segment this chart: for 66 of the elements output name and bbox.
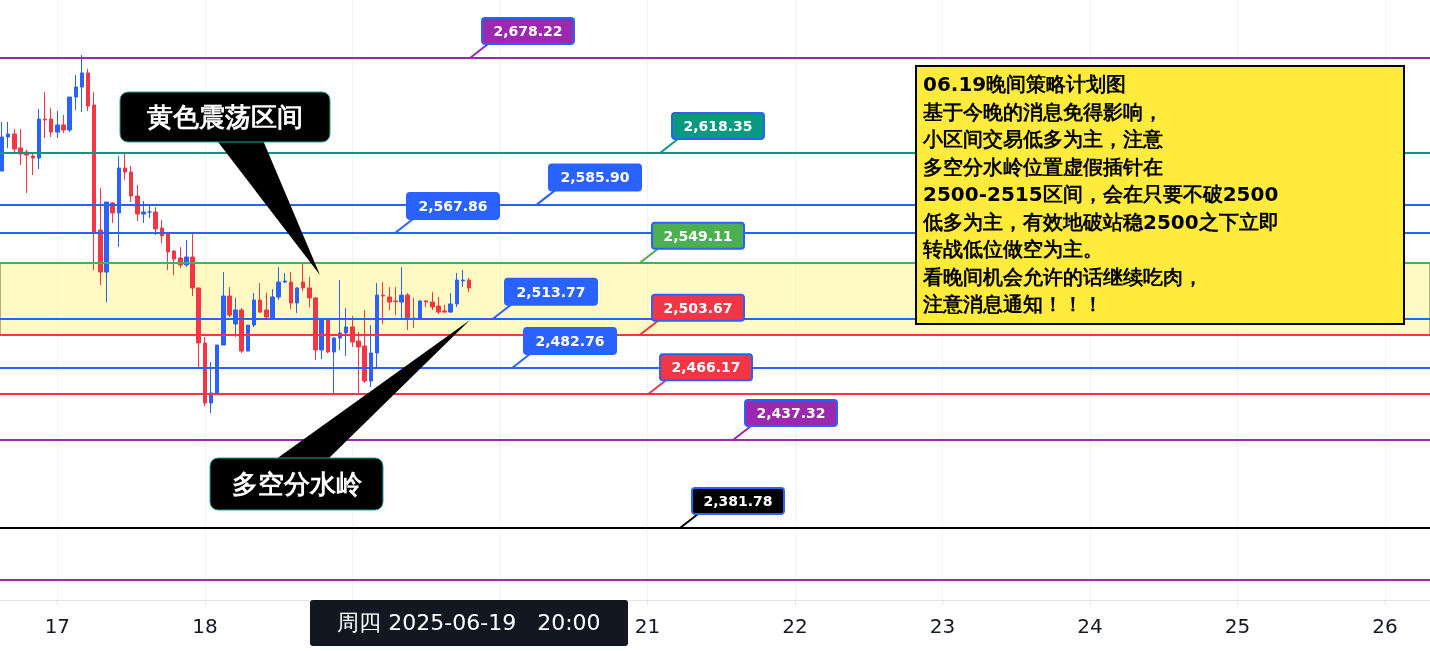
candlestick xyxy=(86,68,90,112)
candlestick xyxy=(448,292,453,314)
annotation: 06.19晚间策略计划图 xyxy=(923,71,1128,98)
candlestick xyxy=(74,74,78,111)
x-tick-label: 21 xyxy=(634,614,661,638)
candlestick xyxy=(153,206,158,236)
ref-line-label: 2,618.35 xyxy=(683,117,753,134)
text: 周四 2025-06-19 20:00 xyxy=(310,600,628,646)
candlestick xyxy=(461,269,465,288)
x-tick-label: 22 xyxy=(782,614,808,638)
candlestick xyxy=(455,272,459,308)
x-tick-label: 17 xyxy=(44,614,71,638)
x-tick-label: 23 xyxy=(929,614,956,638)
ref-line-label: 2,549.11 xyxy=(663,227,733,244)
x-tick-label: 24 xyxy=(1077,614,1103,638)
annotation: 黄色震荡区间 xyxy=(120,92,330,142)
ref-line-label: 2,437.32 xyxy=(756,404,826,421)
ref-line-label: 2,503.67 xyxy=(663,299,733,316)
candlestick xyxy=(172,249,176,276)
candlestick xyxy=(31,151,35,176)
candlestick xyxy=(0,121,4,172)
ref-line-label: 2,567.86 xyxy=(418,197,488,214)
annotation: 看晚间机会允许的话继续吃肉， xyxy=(923,263,1204,291)
ref-line-label: 2,482.76 xyxy=(535,332,605,349)
candlestick xyxy=(467,277,471,293)
ref-line-label: 2,678.22 xyxy=(493,23,563,39)
candlestick xyxy=(129,165,133,203)
candlestick xyxy=(6,121,10,149)
candlestick xyxy=(55,110,60,139)
annotation: 小区间交易低多为主，注意 xyxy=(923,126,1164,153)
annotation: 多空分水岭位置虚假插针在 xyxy=(923,153,1164,181)
x-tick-label: 25 xyxy=(1224,614,1251,638)
candlestick xyxy=(61,114,66,134)
candlestick xyxy=(424,299,428,308)
candlestick xyxy=(37,108,41,170)
annotation: 2500-2515区间，会在只要不破2500 xyxy=(923,181,1280,208)
candlestick xyxy=(246,324,250,352)
candlestick xyxy=(98,187,103,286)
ref-line-label: 2,466.17 xyxy=(671,359,741,376)
x-tick-label: 26 xyxy=(1372,614,1398,638)
candlestick xyxy=(264,292,269,319)
candlestick xyxy=(258,282,262,314)
candlestick xyxy=(289,271,293,310)
candlestick xyxy=(412,297,416,329)
candlestick xyxy=(43,91,47,139)
candlestick xyxy=(67,96,72,133)
annotation: 转战低位做空为主。 xyxy=(923,236,1104,263)
x-tick-label: 18 xyxy=(192,614,218,638)
annotation: 注意消息通知！！！ xyxy=(923,291,1104,318)
candlestick xyxy=(301,263,305,292)
candlestick xyxy=(405,292,410,331)
ref-line-label: 2,381.78 xyxy=(703,493,773,510)
candlestick xyxy=(49,107,53,138)
candlestick xyxy=(381,281,385,325)
annotation: 基于今晚的消息免得影响， xyxy=(923,98,1164,126)
ref-line-label: 2,585.90 xyxy=(560,169,630,186)
candlestick xyxy=(123,153,127,181)
candlestick xyxy=(166,232,170,271)
candlestick xyxy=(295,286,299,314)
candlestick xyxy=(283,272,287,284)
ref-line-label: 2,513.77 xyxy=(516,283,586,300)
candlestick xyxy=(80,54,84,113)
annotation: 多空分水岭 xyxy=(210,458,383,510)
annotation: 低多为主，有效地破站稳2500之下立即 xyxy=(923,208,1280,236)
candlestick xyxy=(92,91,96,271)
candlestick xyxy=(227,286,232,318)
